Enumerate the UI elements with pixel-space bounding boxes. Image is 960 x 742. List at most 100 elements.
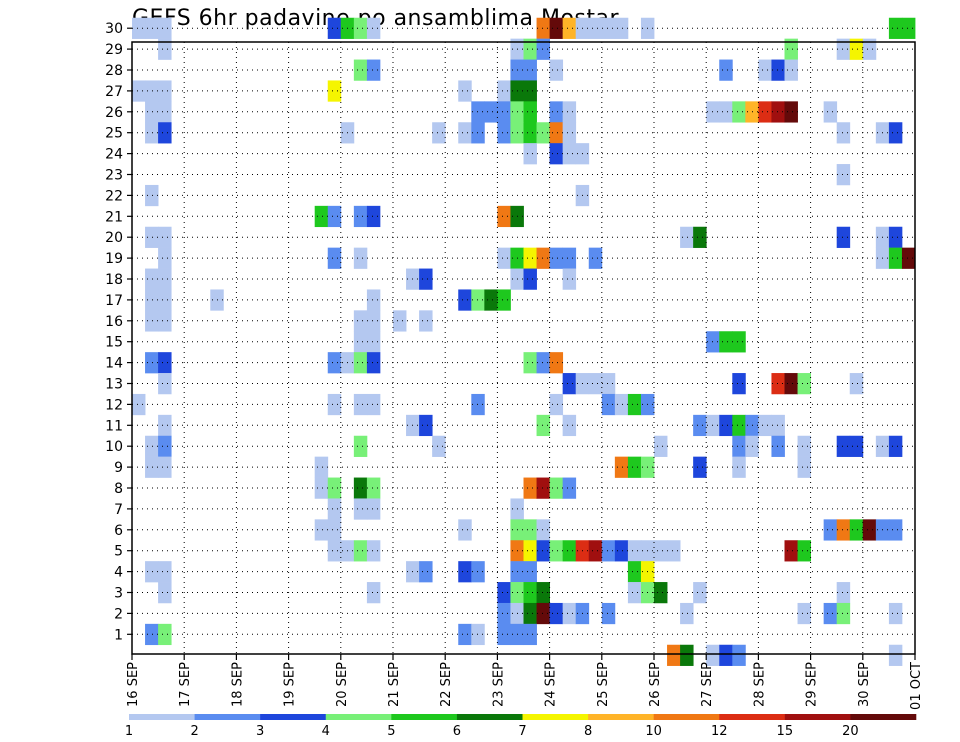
heatmap-cell — [536, 17, 550, 39]
heatmap-cell — [327, 393, 342, 416]
y-tick-label: 19 — [105, 251, 123, 267]
legend-swatch — [456, 714, 523, 720]
heatmap-cell — [549, 602, 564, 625]
heatmap-cell — [823, 101, 838, 123]
heatmap-cell — [471, 289, 485, 311]
heatmap-cell — [314, 205, 329, 228]
heatmap-cell — [353, 59, 368, 81]
heatmap-cell — [523, 477, 537, 499]
heatmap-cell — [158, 268, 172, 290]
heatmap-cell — [523, 352, 537, 374]
heatmap-cell — [719, 414, 733, 437]
heatmap-cell — [549, 247, 564, 269]
heatmap-cell — [523, 268, 537, 290]
heatmap-cell — [158, 38, 172, 60]
heatmap-cell — [327, 477, 342, 499]
heatmap-cell — [145, 122, 159, 144]
x-tick-label: 16 SEP — [126, 662, 141, 707]
heatmap-cell — [471, 122, 485, 144]
heatmap-cell — [458, 519, 472, 541]
heatmap-cell — [862, 38, 877, 60]
heatmap-cell — [132, 17, 146, 39]
y-tick-label: 2 — [114, 606, 123, 622]
heatmap-cell — [562, 122, 577, 144]
heatmap-cell — [145, 289, 159, 311]
heatmap-cell — [471, 561, 485, 583]
heatmap-cell — [536, 247, 550, 269]
heatmap-cell — [888, 602, 903, 625]
heatmap-cell — [601, 393, 616, 416]
heatmap-cell — [523, 101, 537, 123]
y-tick-label: 16 — [105, 314, 123, 330]
heatmap-cell — [419, 310, 433, 332]
heatmap-cell — [784, 38, 798, 60]
heatmap-cell — [145, 80, 159, 102]
heatmap-cell — [627, 561, 642, 583]
heatmap-cell — [888, 17, 903, 39]
legend-label: 6 — [453, 724, 461, 739]
heatmap-cell — [536, 414, 550, 437]
x-tick-label: 23 SEP — [491, 662, 506, 707]
heatmap-cell — [366, 477, 381, 499]
heatmap-cell — [836, 435, 851, 457]
y-tick-label: 21 — [105, 209, 123, 225]
legend-label: 7 — [518, 724, 526, 739]
heatmap-cell — [458, 122, 472, 144]
heatmap-cell — [771, 435, 785, 457]
heatmap-cell — [601, 17, 616, 39]
heatmap-cell — [627, 456, 642, 478]
heatmap-cell — [849, 519, 864, 541]
y-tick-label: 17 — [105, 293, 123, 309]
heatmap-cell — [327, 205, 342, 228]
heatmap-cell — [784, 59, 798, 81]
heatmap-cell — [549, 122, 564, 144]
heatmap-cell — [145, 456, 159, 478]
heatmap-cell — [614, 393, 629, 416]
legend-label: 15 — [777, 724, 794, 739]
heatmap-cell — [523, 623, 537, 646]
heatmap-cell — [771, 101, 785, 123]
heatmap-cell — [158, 435, 172, 457]
heatmap-cell — [588, 373, 603, 395]
heatmap-cell — [562, 247, 577, 269]
heatmap-cell — [614, 540, 629, 562]
heatmap-cell — [314, 456, 329, 478]
heatmap-cell — [458, 623, 472, 646]
heatmap-cell — [158, 352, 172, 374]
heatmap-cell — [588, 247, 603, 269]
heatmap-cell — [523, 122, 537, 144]
heatmap-cell — [888, 122, 903, 144]
heatmap-cell — [562, 477, 577, 499]
x-tick-label: 18 SEP — [230, 662, 245, 707]
y-tick-label: 12 — [105, 397, 123, 413]
heatmap-cell — [849, 38, 864, 60]
heatmap-cell — [497, 623, 511, 646]
heatmap-cell — [497, 101, 511, 123]
heatmap-cell — [654, 435, 668, 457]
heatmap-cell — [562, 414, 577, 437]
heatmap-cell — [145, 184, 159, 207]
legend-swatch — [850, 714, 917, 720]
heatmap-cell — [145, 226, 159, 248]
heatmap-cell — [888, 435, 903, 457]
heatmap-cell — [497, 205, 511, 228]
y-tick-label: 7 — [114, 502, 123, 518]
heatmap-cell — [719, 101, 733, 123]
legend-label: 10 — [645, 724, 662, 739]
y-tick-label: 14 — [105, 356, 123, 372]
legend-swatch — [325, 714, 392, 720]
heatmap-cell — [888, 247, 903, 269]
heatmap-cell — [523, 540, 537, 562]
y-tick-label: 10 — [105, 439, 123, 455]
heatmap-cell — [353, 17, 368, 39]
y-tick-label: 25 — [105, 126, 123, 142]
heatmap-cell — [901, 17, 916, 39]
heatmap-cell — [158, 561, 172, 583]
y-tick-label: 27 — [105, 84, 123, 100]
heatmap-cell — [823, 519, 838, 541]
heatmap-cell — [132, 80, 146, 102]
heatmap-cell — [366, 205, 381, 228]
heatmap-cell — [497, 122, 511, 144]
heatmap-cell — [458, 289, 472, 311]
heatmap-cell — [562, 373, 577, 395]
